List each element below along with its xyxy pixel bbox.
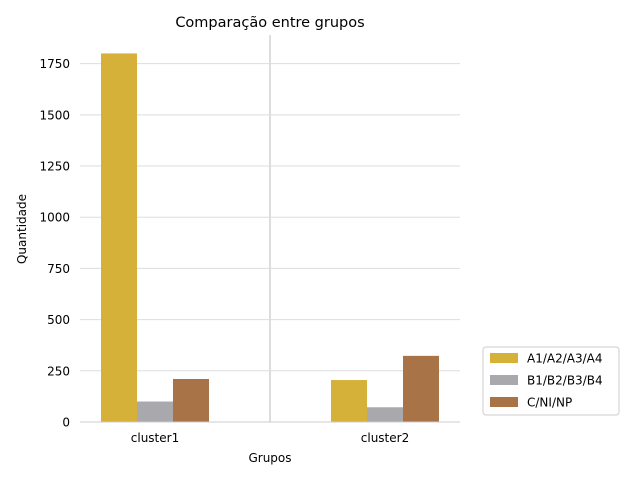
y-axis-ticks: 0 250 500 750 1000 1250 1500 1750 — [39, 57, 70, 429]
y-tick-label: 0 — [62, 416, 70, 430]
x-axis-ticks: cluster1 cluster2 — [131, 431, 409, 445]
legend-swatch — [490, 353, 518, 363]
legend-swatch — [490, 397, 518, 407]
bar-cluster1-series-2 — [173, 379, 209, 422]
y-tick-label: 750 — [47, 262, 70, 276]
x-tick-label: cluster1 — [131, 431, 179, 445]
y-tick-label: 1250 — [39, 160, 70, 174]
bar-cluster2-series-1 — [367, 407, 403, 422]
y-tick-label: 1500 — [39, 108, 70, 122]
y-axis-label: Quantidade — [15, 194, 29, 264]
x-axis-label: Grupos — [248, 451, 291, 465]
y-tick-label: 1000 — [39, 211, 70, 225]
legend-label: B1/B2/B3/B4 — [527, 374, 603, 388]
legend-label: C/NI/NP — [527, 396, 572, 410]
bars — [101, 53, 439, 423]
bar-cluster1-series-0 — [101, 53, 137, 423]
legend-swatch — [490, 375, 518, 385]
bar-cluster2-series-0 — [331, 380, 367, 422]
bar-cluster1-series-1 — [137, 401, 173, 422]
y-tick-label: 1750 — [39, 57, 70, 71]
legend: A1/A2/A3/A4 B1/B2/B3/B4 C/NI/NP — [482, 346, 620, 416]
legend-label: A1/A2/A3/A4 — [527, 352, 603, 366]
bar-cluster2-series-2 — [403, 355, 439, 422]
chart-title: Comparação entre grupos — [175, 15, 364, 31]
x-tick-label: cluster2 — [361, 431, 409, 445]
y-tick-label: 250 — [47, 364, 70, 378]
y-tick-label: 500 — [47, 313, 70, 327]
